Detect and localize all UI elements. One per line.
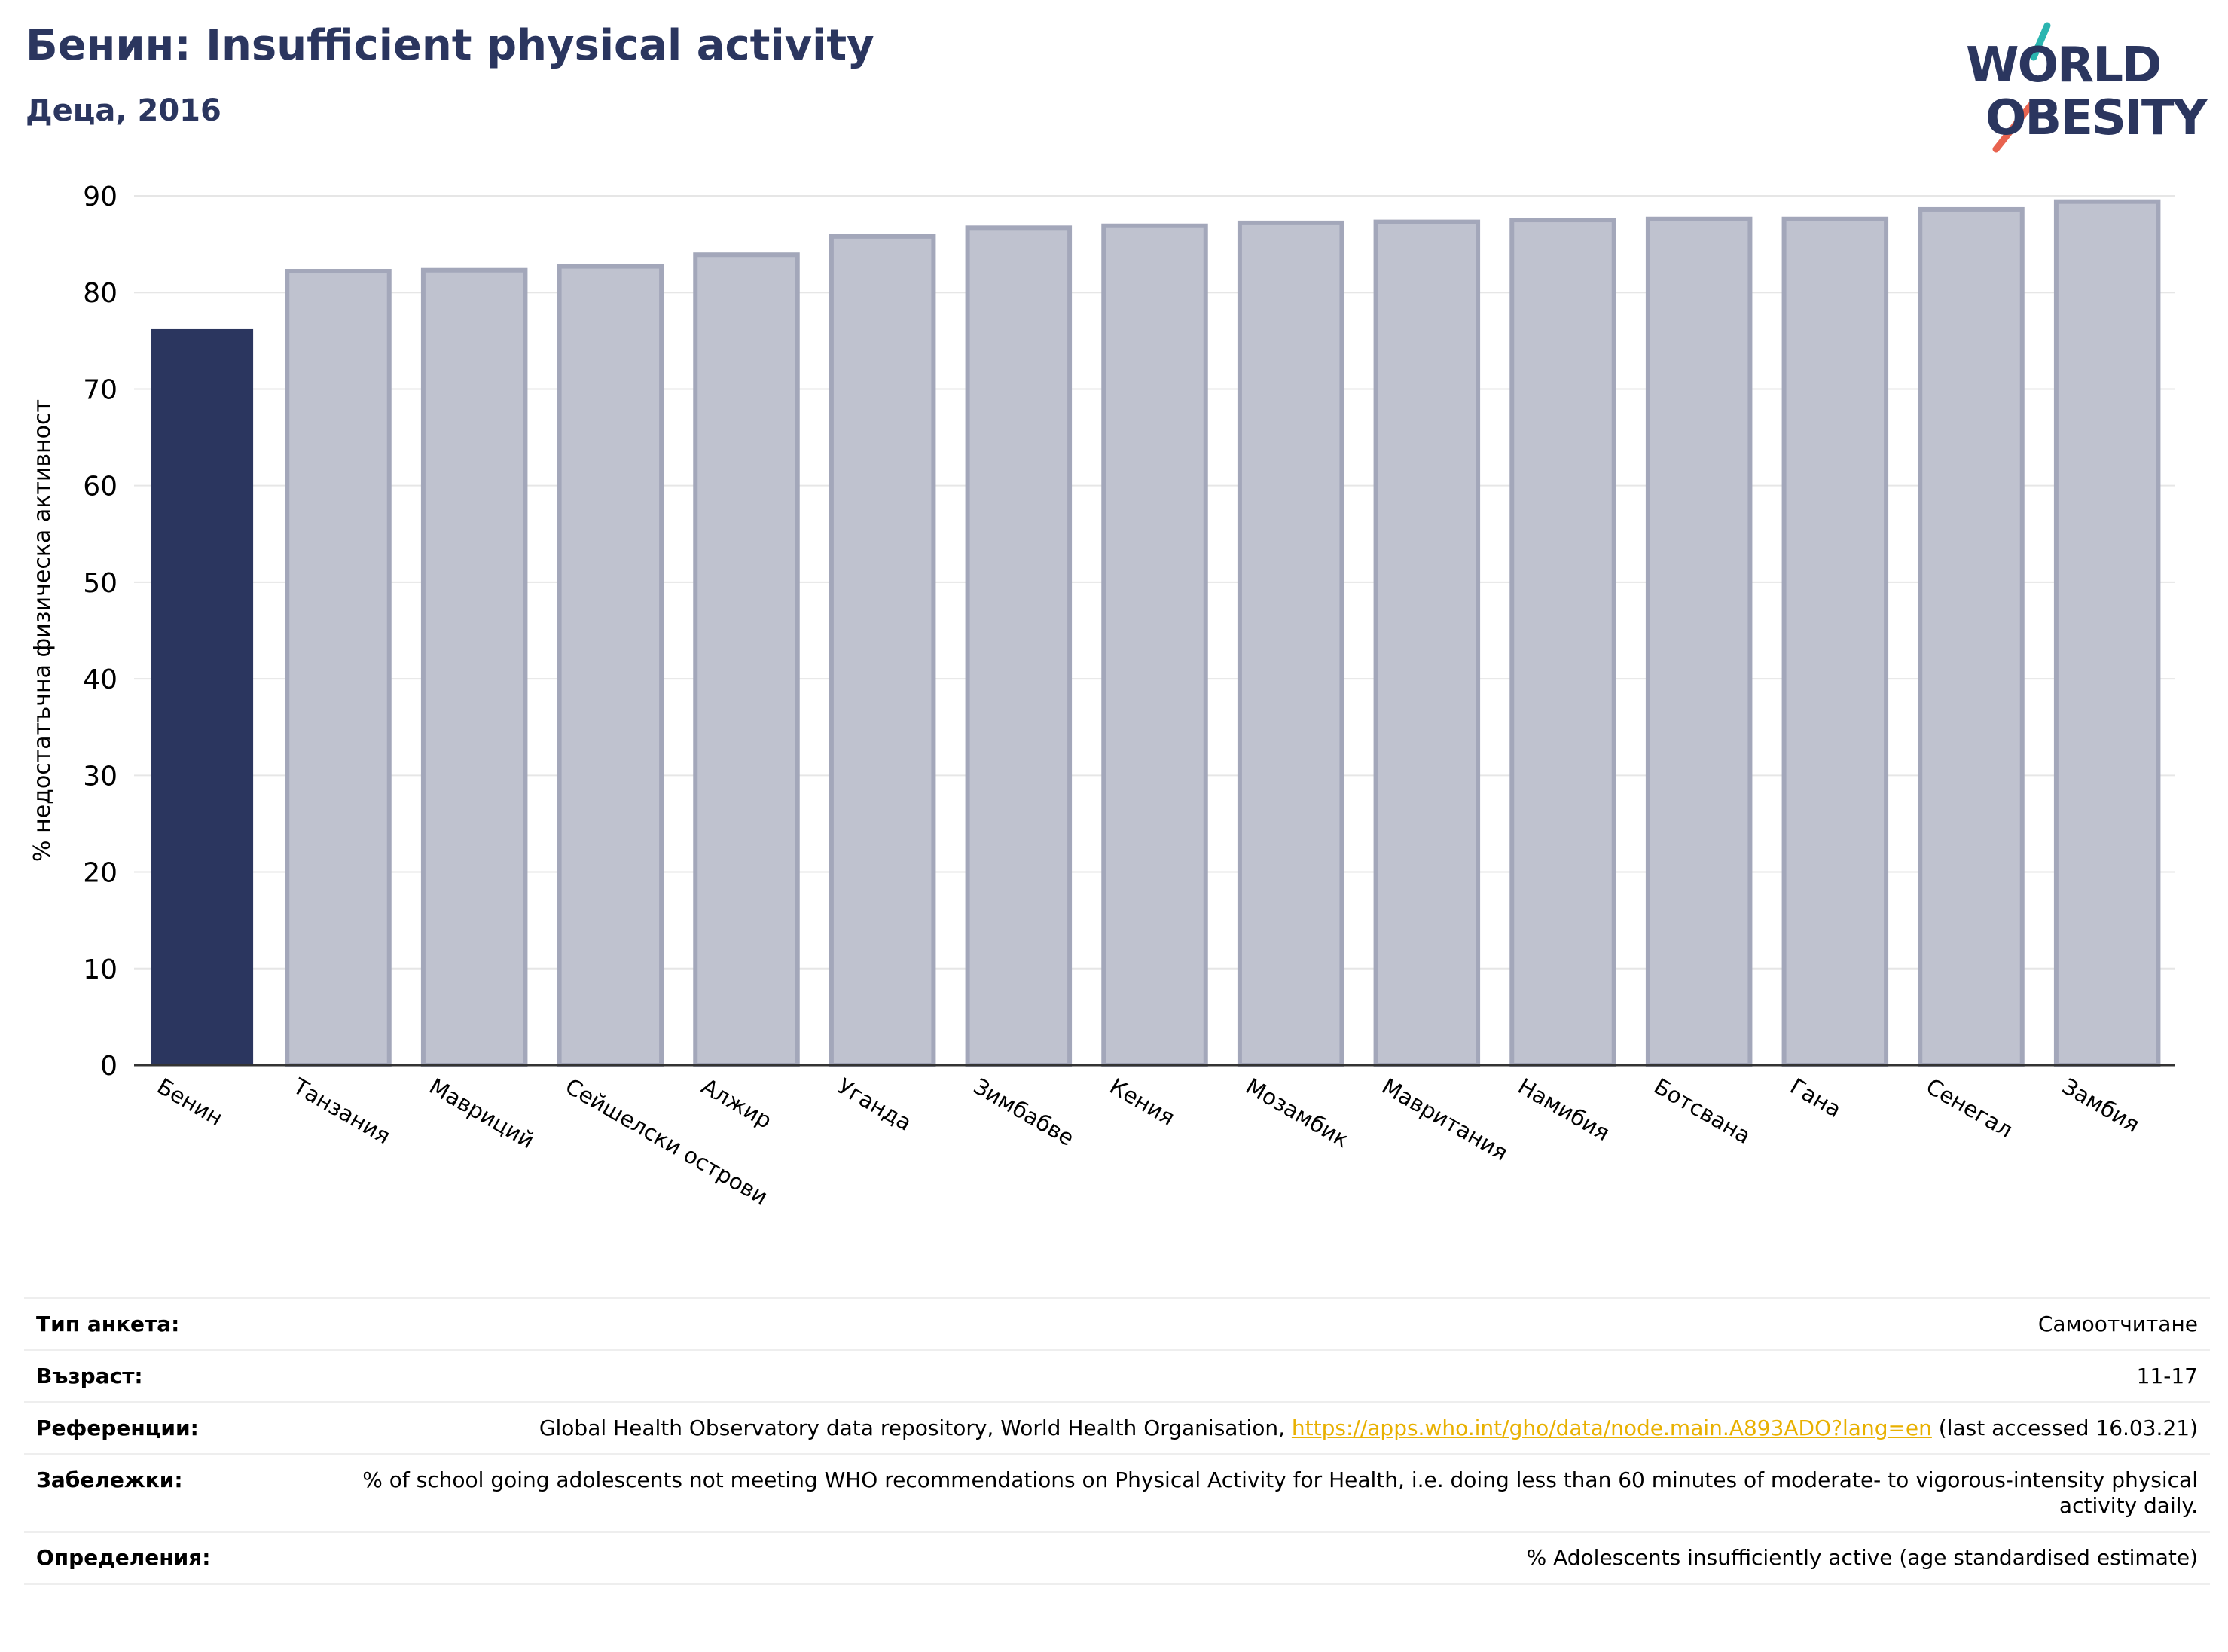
bar — [1237, 220, 1344, 1067]
bar — [829, 234, 936, 1067]
y-tick-label: 50 — [83, 568, 118, 599]
bar — [285, 269, 392, 1068]
bar — [151, 328, 254, 1065]
logo-text-world: WORLD — [1966, 38, 2160, 93]
x-tick-label: Мавриций — [425, 1073, 539, 1154]
metadata-value: 11-17 — [319, 1349, 2210, 1403]
bar-chart: 0 10 20 30 40 50 60 70 80 90 Бенин Танзания Маврици… — [29, 182, 2175, 1210]
metadata-value: Global Health Observatory data repositor… — [319, 1401, 2210, 1455]
y-tick-label: 40 — [83, 664, 118, 695]
y-tick-label: 0 — [100, 1051, 118, 1082]
x-tick-label: Танзания — [288, 1073, 395, 1149]
metadata-value: % Adolescents insufficiently active (age… — [319, 1531, 2210, 1585]
bar — [1509, 218, 1616, 1067]
x-tick-label: Алжир — [697, 1073, 777, 1134]
x-tick-label: Гана — [1786, 1073, 1846, 1123]
bar — [1101, 223, 1208, 1067]
logo-teal-stroke — [2030, 22, 2051, 61]
metadata-row: Тип анкета: Самоотчитане — [24, 1297, 2210, 1351]
bar — [2053, 199, 2161, 1067]
world-obesity-logo: WORLD OBESITY — [1966, 22, 2209, 153]
chart-title: Бенин: Insufficient physical activity — [26, 21, 874, 70]
bar — [1781, 216, 1889, 1068]
bar — [693, 252, 800, 1067]
metadata-label: Забележки: — [24, 1453, 319, 1533]
bar — [1645, 216, 1753, 1068]
bars — [151, 199, 2161, 1068]
chart-subtitle: Деца, 2016 — [26, 93, 221, 128]
bar — [557, 264, 664, 1068]
metadata-label: Тип анкета: — [24, 1297, 319, 1351]
y-tick-label: 20 — [83, 858, 118, 889]
metadata-row: Забележки:% of school going adolescents … — [24, 1453, 2210, 1533]
metadata-row: Референции: Global Health Observatory dat… — [24, 1401, 2210, 1455]
x-tick-label: Мозамбик — [1241, 1073, 1354, 1153]
x-tick-label: Зимбабве — [969, 1073, 1079, 1151]
x-tick-label: Сенегал — [1922, 1073, 2017, 1144]
metadata-table: Тип анкета: Самоотчитане Възраст: 11-17 Рефе… — [24, 1297, 2210, 1585]
x-tick-labels: Бенин Танзания Мавриций Сейшелски островиАл… — [153, 1073, 2144, 1210]
bar — [965, 225, 1073, 1067]
y-tick-label: 90 — [83, 182, 118, 212]
logo-text-obesity: OBESITY — [1985, 90, 2208, 146]
metadata-label: Определения: — [24, 1531, 319, 1585]
metadata-value: Самоотчитане — [319, 1297, 2210, 1351]
bar — [1373, 219, 1481, 1067]
y-tick-label: 60 — [83, 472, 118, 502]
y-tick-label: 70 — [83, 374, 118, 405]
metadata-row: Определения:% Adolescents insufficiently… — [24, 1531, 2210, 1585]
y-tick-labels: 0 10 20 30 40 50 60 70 80 90 — [83, 182, 118, 1082]
x-tick-label: Мавритания — [1378, 1073, 1512, 1166]
x-tick-label: Уганда — [833, 1073, 916, 1136]
x-tick-label: Ботсвана — [1650, 1073, 1755, 1149]
bar — [1918, 206, 2025, 1067]
x-tick-label: Намибия — [1514, 1073, 1614, 1147]
bar — [420, 267, 528, 1068]
reference-link[interactable]: https://apps.who.int/gho/data/node.main.… — [1291, 1415, 1932, 1440]
y-tick-label: 30 — [83, 761, 118, 792]
metadata-value: % of school going adolescents not meetin… — [319, 1453, 2210, 1533]
x-tick-label: Замбия — [2058, 1073, 2144, 1138]
metadata-label: Възраст: — [24, 1349, 319, 1403]
x-tick-label: Кения — [1106, 1073, 1180, 1131]
x-tick-label: Бенин — [153, 1073, 227, 1131]
y-tick-label: 80 — [83, 278, 118, 309]
logo-coral-stroke — [1992, 102, 2034, 153]
y-axis-label: % недостатъчна физическа активност — [29, 399, 56, 862]
metadata-row: Възраст: 11-17 — [24, 1349, 2210, 1403]
y-tick-label: 10 — [83, 954, 118, 985]
metadata-label: Референции: — [24, 1401, 319, 1455]
